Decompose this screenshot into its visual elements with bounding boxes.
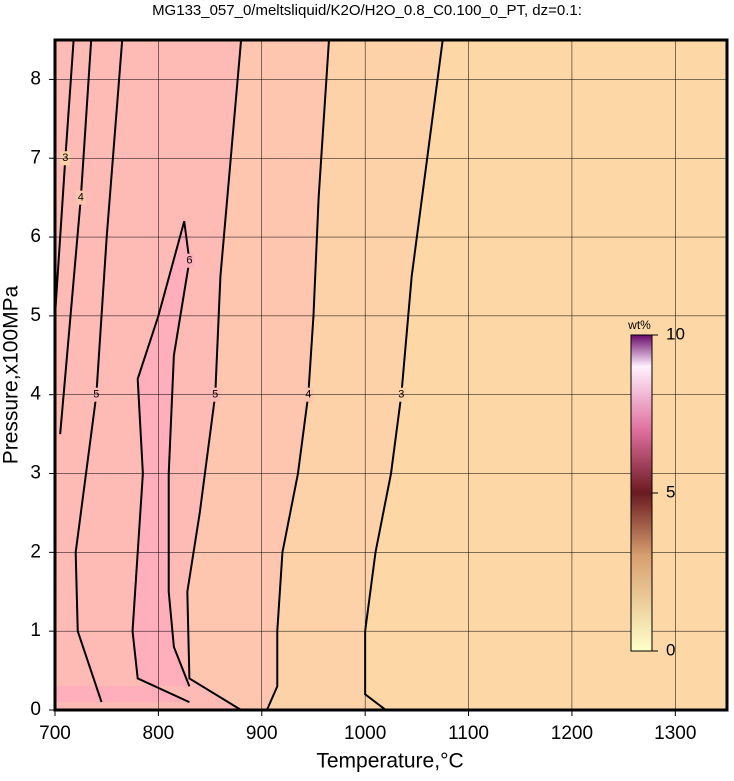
y-tick-label: 6 [30, 226, 41, 247]
contour-line [59, 40, 93, 435]
contour-label-bg [184, 253, 195, 268]
y-axis-label: Pressure,x100MPa [0, 285, 23, 464]
colorbar-tick-label: 10 [666, 324, 685, 343]
x-axis-label: Temperature,°C [316, 750, 463, 773]
contour-label-bg [75, 190, 86, 205]
y-tick-label: 5 [30, 305, 41, 326]
y-tick-label: 8 [30, 68, 41, 89]
x-tick-label: 700 [39, 723, 71, 744]
x-tick-label: 1300 [654, 723, 696, 744]
overlay: 700 800 900 1000 1100 1200 1300 0 1 2 3 4 5 6 7 8 wt% 0 5 1… [30, 38, 729, 744]
colorbar-label: wt% [627, 318, 651, 332]
contour-line [186, 40, 243, 710]
y-tick-label: 4 [30, 384, 41, 405]
y-tick-label: 0 [30, 699, 41, 720]
contour-label: 6 [186, 255, 192, 267]
contour-label: 4 [78, 192, 84, 204]
contour-line [131, 221, 191, 704]
y-tick-label: 1 [30, 620, 41, 641]
x-tick-label: 1000 [344, 723, 386, 744]
frame [53, 38, 729, 712]
x-tick-label: 1100 [448, 723, 489, 744]
y-tick-label: 3 [30, 463, 41, 484]
colorbar-tick-label: 0 [666, 640, 675, 659]
chart-title: MG133_057_0/meltsliquid/K2O/H2O_0.8_C0.1… [152, 2, 582, 19]
x-tick-label: 1200 [551, 723, 593, 744]
colorbar-tick-label: 5 [666, 482, 675, 501]
contour-fill [55, 221, 190, 703]
colorbar [630, 334, 653, 652]
x-tick-label: 900 [246, 723, 278, 744]
x-tick-label: 800 [143, 723, 175, 744]
y-tick-label: 2 [30, 541, 41, 562]
y-tick-label: 7 [30, 147, 41, 168]
